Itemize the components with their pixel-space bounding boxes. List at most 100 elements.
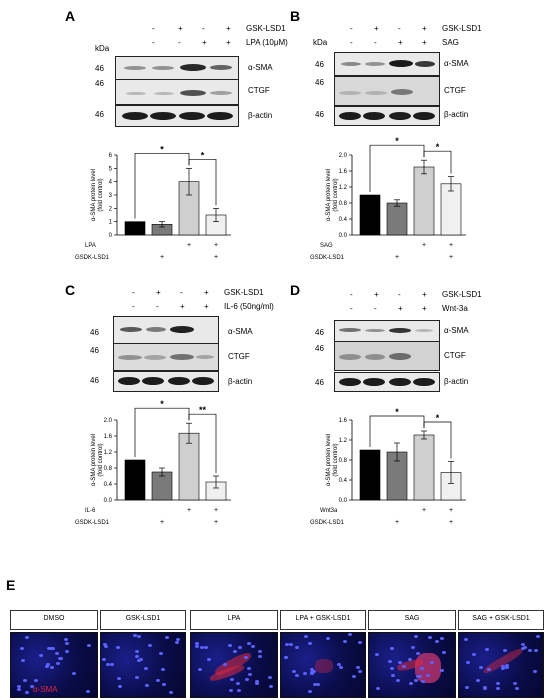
significance-star: * [160,144,164,154]
nucleus-dot [411,646,415,649]
blot-label-a-1: CTGF [248,86,270,95]
nucleus-dot [421,680,425,683]
nucleus-dot [375,653,379,656]
sign-a-0-2: - [202,24,205,33]
blot-label-c-0: α-SMA [228,327,253,336]
nucleus-dot [229,689,233,692]
blot-c-ctgf [113,343,219,371]
nucleus-dot [245,678,249,681]
mw-d-0: 46 [315,328,324,337]
y-tick-label: 1.2 [104,450,113,456]
sign-d-0-1: + [374,290,379,299]
y-tick-label: 1.6 [339,418,348,424]
nucleus-dot [175,641,179,644]
sign-b-0-3: + [422,24,427,33]
y-tick-label: 4 [109,180,113,186]
nucleus-dot [528,649,532,652]
x-row-mark: + [422,507,426,514]
nucleus-dot [65,650,69,653]
sign-c-0-0: - [132,288,135,297]
nucleus-dot [515,687,519,690]
sign-a-0-3: + [226,24,231,33]
significance-star: * [160,400,164,409]
panel-label-c: C [65,282,76,298]
mw-b-0: 46 [315,60,324,69]
condition-label-dmso: DMSO [10,610,98,630]
nucleus-dot [248,673,252,676]
blot-label-c-2: β-actin [228,377,253,386]
nucleus-dot [521,643,525,646]
y-axis-label: α-SMA protein level(fold control) [91,169,104,221]
x-row-mark: + [160,254,164,261]
sign-a-0-1: + [178,24,183,33]
nucleus-dot [195,645,199,648]
nucleus-dot [390,667,394,670]
nucleus-dot [295,646,299,649]
nucleus-dot [244,656,248,659]
mw-c-0: 46 [90,328,99,337]
blot-a-bactin [115,105,239,127]
bar-1 [386,202,408,236]
bar-0 [124,221,146,236]
nucleus-dot [25,691,29,694]
y-tick-label: 5 [109,166,113,172]
nucleus-dot [339,666,343,669]
x-row-mark: + [214,242,218,249]
treatment-b-0: GSK-LSD1 [442,24,482,33]
x-row-mark: + [214,254,218,261]
nucleus-dot [258,655,262,658]
nucleus-dot [402,665,406,668]
mw-b-1: 46 [315,78,324,87]
sign-c-1-1: - [156,302,159,311]
x-row-label-2: GSDK-LSD1 [310,520,345,526]
nucleus-dot [230,678,234,681]
treatment-b-1: SAG [442,38,459,47]
blot-a-asma [115,56,239,80]
nucleus-dot [289,643,293,646]
nucleus-dot [139,658,143,661]
y-tick-label: 0.8 [104,466,113,472]
x-row-mark: + [395,519,399,526]
blot-label-b-2: β-actin [444,110,469,119]
y-tick-label: 1.6 [104,434,113,440]
sign-d-1-1: - [374,304,377,313]
x-row-label-2: GSDK-LSD1 [75,520,110,526]
nucleus-dot [310,668,314,671]
nucleus-dot [258,650,262,653]
y-tick-label: 0.4 [339,217,348,223]
nucleus-dot [376,687,380,690]
bar-chart-b: 0.0 0.4 0.8 1.2 1.6 2.0 α-SMA protein level(fo… [310,136,466,261]
nucleus-dot [487,668,491,671]
nucleus-dot [388,660,392,663]
nucleus-dot [59,657,63,660]
nucleus-dot [533,670,537,673]
sign-a-0-0: - [152,24,155,33]
nucleus-dot [304,635,308,638]
nucleus-dot [106,663,110,666]
nucleus-dot [56,662,60,665]
nucleus-dot [135,655,139,658]
micrograph-dmso: α-SMA [10,632,98,698]
nucleus-dot [428,636,432,639]
nucleus-dot [496,682,500,685]
blot-c-asma [113,316,219,344]
nucleus-dot [284,656,288,659]
nucleus-dot [204,646,208,649]
nucleus-dot [49,647,53,650]
nucleus-dot [137,659,141,662]
blot-label-a-2: β-actin [248,111,273,120]
blot-label-b-0: α-SMA [444,59,469,68]
condition-label-sag-gsk: SAG + GSK-LSD1 [458,610,544,630]
sign-b-1-0: - [350,38,353,47]
nucleus-dot [55,652,59,655]
nucleus-dot [137,635,141,638]
nucleus-dot [46,663,50,666]
sign-d-1-2: + [398,304,403,313]
y-tick-label: 3 [109,193,113,199]
blot-d-asma [334,320,440,342]
nucleus-dot [352,675,356,678]
y-tick-label: 1.6 [339,169,348,175]
nucleus-dot [251,645,255,648]
nucleus-dot [268,676,272,679]
y-tick-label: 0.4 [339,478,348,484]
